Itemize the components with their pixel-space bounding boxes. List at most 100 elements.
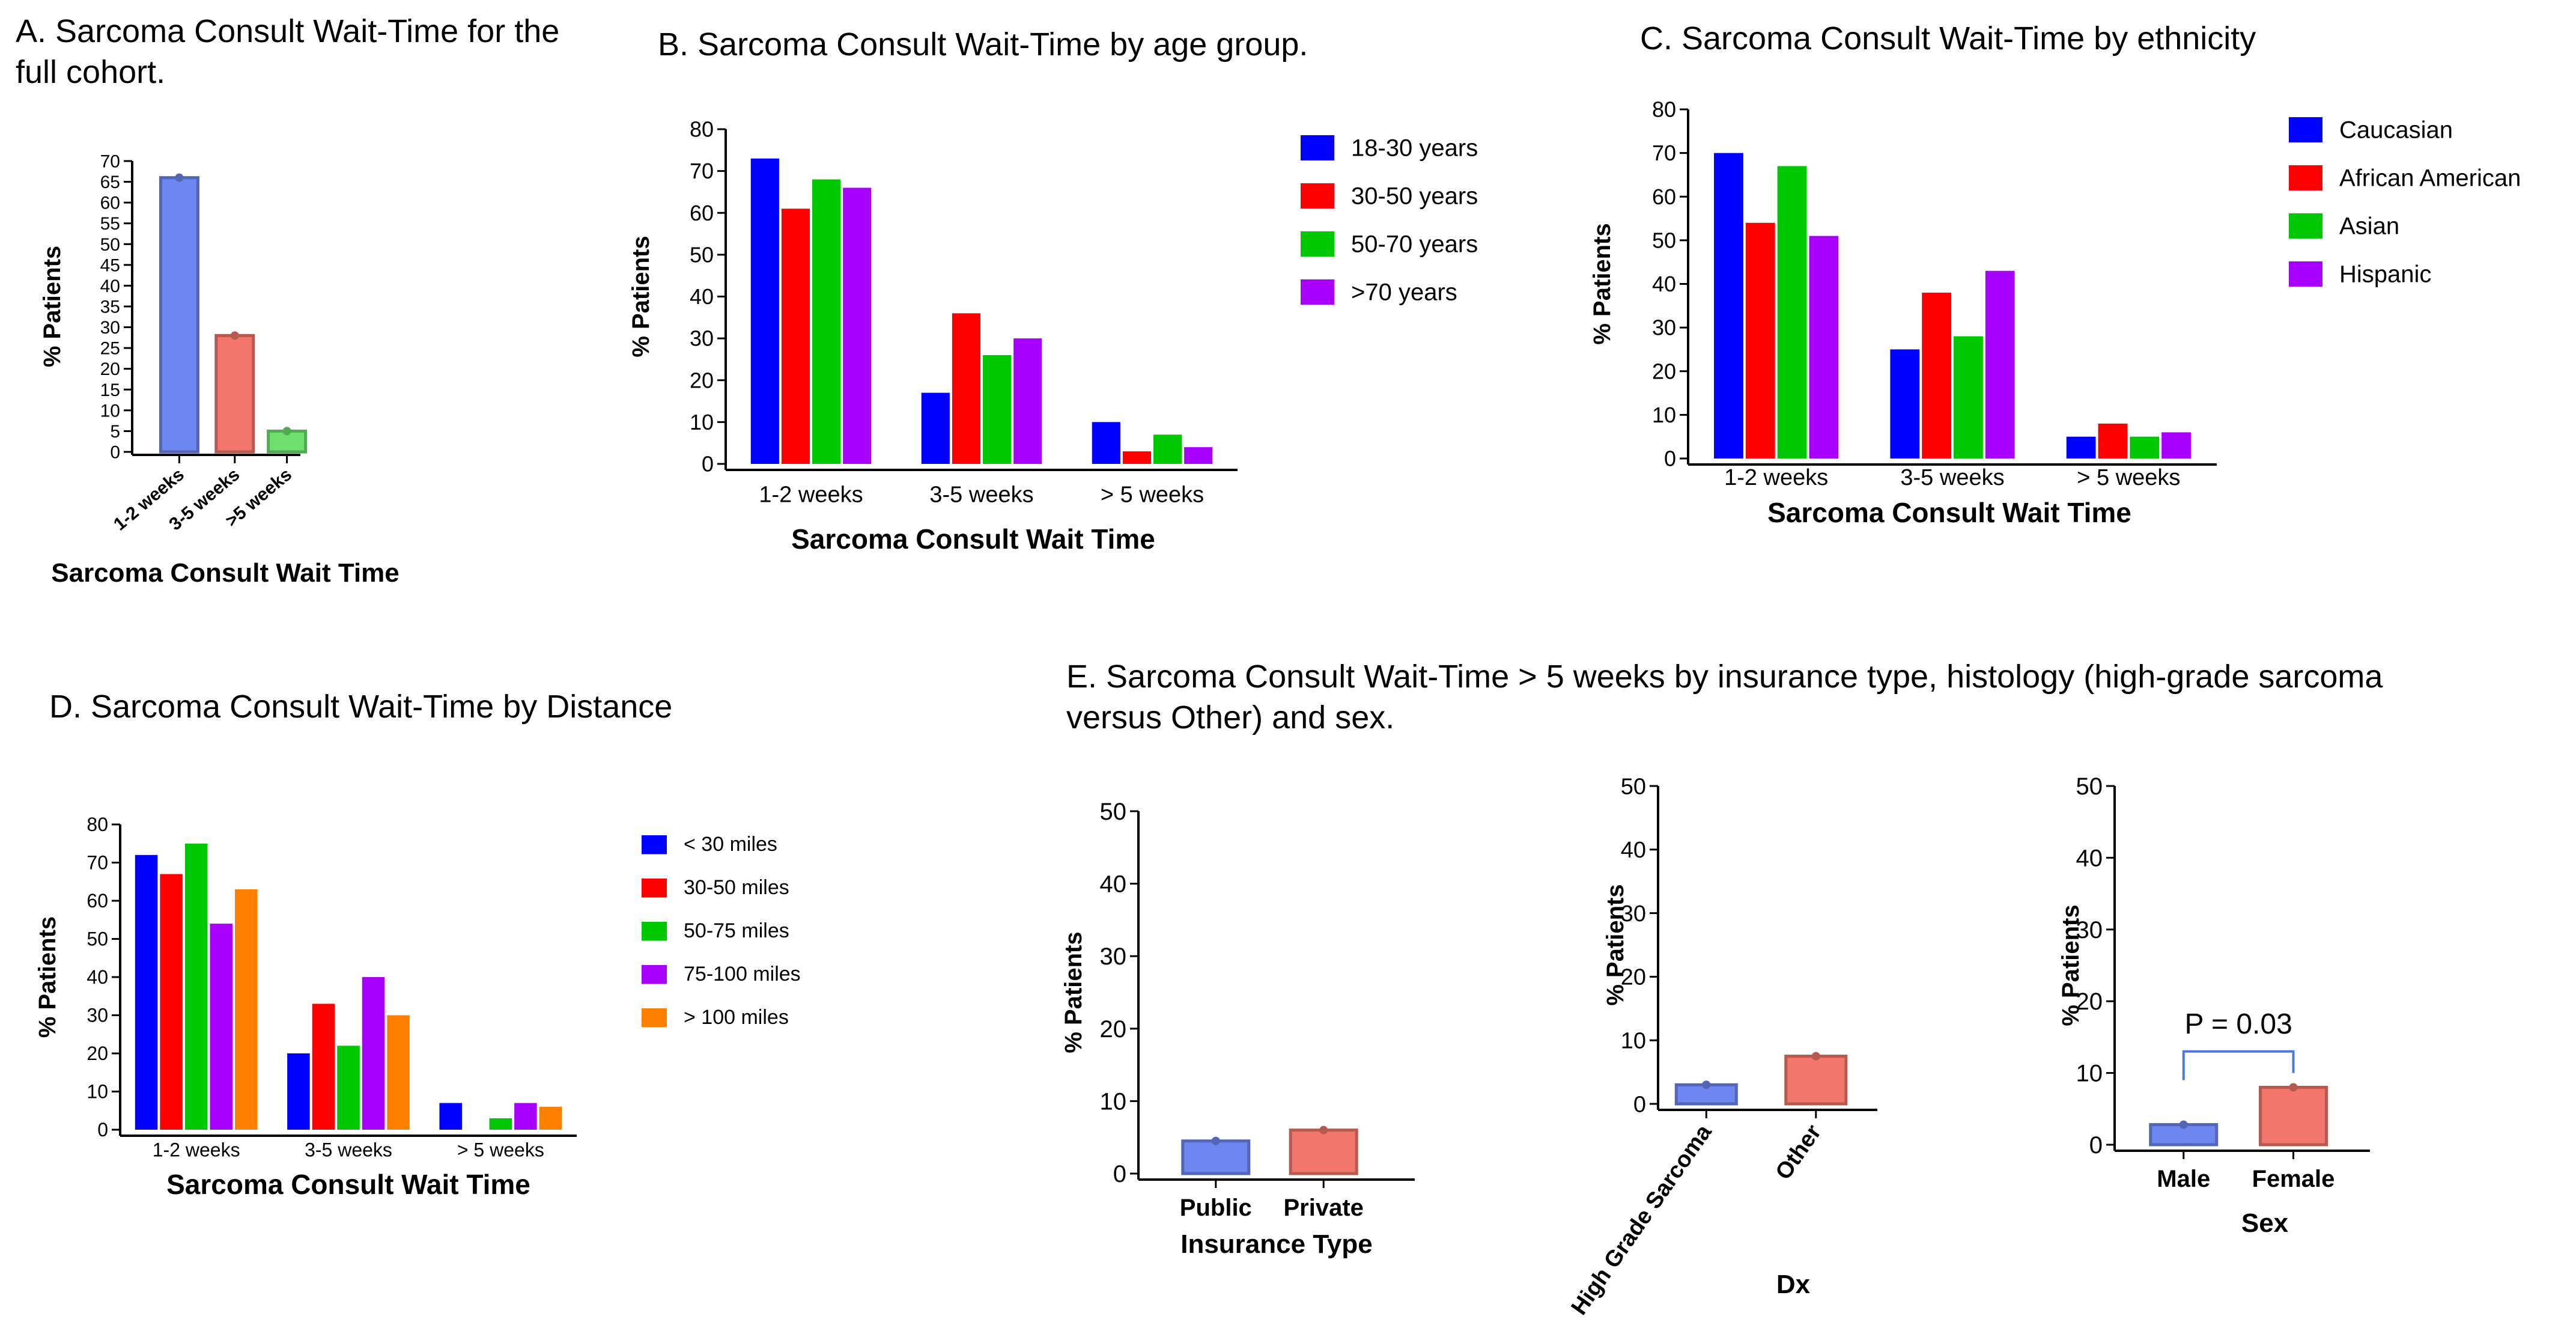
x-tick-label: 3-5 weeks: [1900, 465, 2004, 490]
x-tick-label: 1-2 weeks: [153, 1139, 240, 1160]
y-tick-label: 30: [1100, 943, 1127, 970]
bar-1-2-weeks: [159, 176, 199, 454]
bar-50-75-miles-5-weeks: [489, 1118, 512, 1130]
x-tick-label: > 5 weeks: [1101, 482, 1204, 507]
y-tick-label: 0: [2089, 1132, 2103, 1159]
x-axis-label: Sex: [2241, 1208, 2289, 1238]
x-tick-label: Female: [2252, 1166, 2335, 1192]
bar-cap-marker: [175, 173, 184, 182]
legend-swatch-30-50-years: [1301, 183, 1334, 209]
y-tick-label: 30: [87, 1005, 108, 1026]
bar-50-70-years-3-5-weeks: [983, 355, 1012, 464]
y-tick-label: 0: [97, 1119, 108, 1141]
y-tick-label: 60: [100, 193, 120, 213]
y-tick-label: 50: [690, 242, 714, 267]
bar-75-100-miles-1-2-weeks: [210, 924, 232, 1130]
bar-asian-3-5-weeks: [1954, 336, 1983, 458]
legend-label: 30-50 miles: [684, 876, 789, 899]
legend-swatch-100-miles: [642, 1008, 667, 1028]
y-tick-label: 50: [87, 928, 108, 950]
bar-100-miles-1-2-weeks: [234, 889, 258, 1130]
legend-swatch-hispanic: [2289, 261, 2322, 287]
panel-a-title: A. Sarcoma Consult Wait-Time for the ful…: [16, 13, 560, 90]
bar-hispanic-3-5-weeks: [1985, 270, 2015, 458]
bar-30-50-years-3-5-weeks: [952, 313, 980, 464]
y-tick-label: 40: [690, 284, 714, 309]
bar-70-years-3-5-weeks: [1013, 338, 1042, 464]
bar-30-50-miles-1-2-weeks: [160, 874, 183, 1130]
bar-private: [1289, 1129, 1358, 1175]
bar-18-30-years-3-5-weeks: [921, 392, 950, 464]
legend-label: >70 years: [1351, 279, 1457, 306]
bar-hispanic-1-2-weeks: [1809, 236, 1839, 458]
bar-30-miles-3-5-weeks: [287, 1053, 310, 1130]
y-tick-label: 0: [1633, 1092, 1646, 1117]
y-tick-label: 70: [1652, 141, 1676, 165]
bar-75-100-miles-3-5-weeks: [362, 977, 385, 1130]
legend-label: > 100 miles: [684, 1006, 789, 1029]
legend-swatch-50-70-years: [1301, 231, 1334, 257]
y-tick-label: 40: [1100, 871, 1127, 898]
y-axis-label: % Patients: [1060, 931, 1087, 1053]
bar-cap-marker: [1702, 1080, 1711, 1089]
x-tick-label: 1-2 weeks: [759, 482, 863, 507]
bar-caucasian-1-2-weeks: [1714, 153, 1743, 458]
y-axis-label: % Patients: [1602, 884, 1629, 1005]
bar-african-american-5-weeks: [2098, 423, 2128, 458]
y-axis-label: % Patients: [39, 246, 65, 367]
bar-cap-marker: [1811, 1052, 1820, 1061]
y-tick-label: 80: [87, 814, 108, 835]
bar-african-american-1-2-weeks: [1745, 222, 1775, 458]
bar-30-miles-5-weeks: [439, 1103, 463, 1130]
legend-label: Hispanic: [2339, 261, 2431, 288]
bar-75-100-miles-5-weeks: [514, 1103, 537, 1130]
x-tick-label: Male: [2157, 1166, 2210, 1192]
bar-50-70-years-5-weeks: [1153, 434, 1182, 464]
y-tick-label: 40: [1652, 272, 1676, 296]
significance-bracket: [2182, 1050, 2295, 1080]
y-tick-label: 45: [100, 255, 120, 275]
bar-30-miles-1-2-weeks: [135, 854, 158, 1130]
bar-100-miles-3-5-weeks: [387, 1015, 410, 1130]
y-tick-label: 50: [2076, 773, 2103, 800]
legend-label: 50-70 years: [1351, 231, 1478, 258]
y-tick-label: 0: [1664, 446, 1676, 471]
bar-100-miles-5-weeks: [539, 1106, 562, 1130]
chart-c: 0 10 20 30 40 50 60 70 80 % Patients 1-2 weeks 3-5 …: [1589, 97, 2521, 528]
legend-label: Caucasian: [2339, 117, 2453, 144]
bar-70-years-5-weeks: [1184, 447, 1213, 464]
y-tick-label: 20: [87, 1043, 108, 1064]
y-tick-label: 30: [100, 318, 120, 338]
y-tick-label: 50: [1100, 799, 1127, 825]
legend-swatch-75-100-miles: [642, 965, 667, 984]
bar-african-american-3-5-weeks: [1922, 293, 1951, 458]
legend-label: 75-100 miles: [684, 963, 801, 985]
bar-50-75-miles-1-2-weeks: [184, 843, 208, 1130]
panel-d-title: D. Sarcoma Consult Wait-Time by Distance: [49, 689, 673, 725]
x-tick-label: 3-5 weeks: [929, 482, 1033, 507]
y-tick-label: 20: [1652, 359, 1676, 383]
x-tick-label: > 5 weeks: [457, 1139, 544, 1160]
chart-d: 0 10 20 30 40 50 60 70 80 % Patients 1-2 weeks 3-5 …: [34, 814, 801, 1200]
bar-3-5-weeks: [214, 334, 255, 454]
y-tick-label: 30: [2076, 917, 2103, 943]
x-tick-label: 1-2 weeks: [1724, 465, 1828, 490]
y-tick-label: 30: [690, 326, 714, 351]
y-tick-label: 80: [690, 117, 714, 142]
x-tick-label: > 5 weeks: [2077, 465, 2180, 490]
panel-b-title: B. Sarcoma Consult Wait-Time by age grou…: [658, 26, 1308, 62]
y-tick-label: 10: [1100, 1088, 1127, 1115]
y-tick-label: 20: [100, 359, 120, 379]
legend-label: 30-50 years: [1351, 183, 1478, 210]
legend-label: Asian: [2339, 213, 2399, 240]
legend-swatch-30-miles: [642, 835, 667, 854]
bar-caucasian-3-5-weeks: [1890, 349, 1920, 458]
panel-c-title: C. Sarcoma Consult Wait-Time by ethnicit…: [1640, 20, 2256, 56]
bar-hispanic-5-weeks: [2161, 432, 2191, 458]
bar-50-75-miles-3-5-weeks: [337, 1046, 360, 1130]
y-tick-label: 40: [100, 276, 120, 296]
y-tick-label: 70: [100, 152, 120, 172]
bar-18-30-years-1-2-weeks: [750, 158, 779, 464]
